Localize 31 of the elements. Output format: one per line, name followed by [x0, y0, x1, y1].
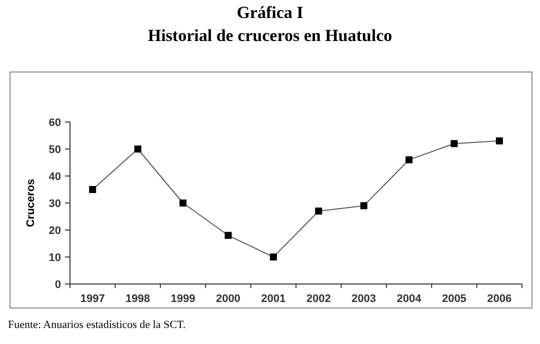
point	[270, 254, 277, 260]
point	[360, 202, 368, 210]
x-tick-label: 2002	[306, 293, 331, 305]
point	[496, 137, 503, 144]
chart-subtitle: Historial de cruceros en Huatulco	[148, 26, 392, 45]
x-tick-label: 2000	[216, 293, 240, 305]
y-tick-label: 20	[48, 224, 61, 237]
point	[406, 156, 412, 164]
y-tick-label: 60	[48, 116, 61, 129]
y-tick-label: 30	[48, 198, 61, 210]
point	[315, 208, 322, 215]
point	[180, 200, 186, 206]
x-tick-label: 2004	[396, 293, 422, 305]
point	[89, 186, 96, 193]
x-tick-label: 1998	[126, 293, 150, 305]
point	[450, 140, 458, 148]
point	[224, 232, 232, 239]
point	[134, 146, 142, 152]
y-tick-label: 0	[54, 278, 61, 291]
chart-title: Gráfica I	[236, 3, 304, 22]
x-tick-label: 1997	[80, 293, 105, 305]
y-tick-label: 40	[48, 170, 61, 183]
x-tick-label: 2003	[352, 293, 376, 305]
source-note: Fuente: Anuarios estadísticos de la SCT.	[8, 319, 186, 331]
x-tick-label: 1999	[170, 293, 196, 305]
x-tick-label: 2001	[261, 293, 286, 305]
x-tick-label: 2005	[442, 293, 466, 305]
x-tick-label: 2006	[487, 293, 512, 305]
y-tick-label: 50	[48, 144, 61, 156]
y-axis-title: Cruceros	[25, 178, 37, 228]
y-tick-label: 10	[48, 252, 61, 264]
